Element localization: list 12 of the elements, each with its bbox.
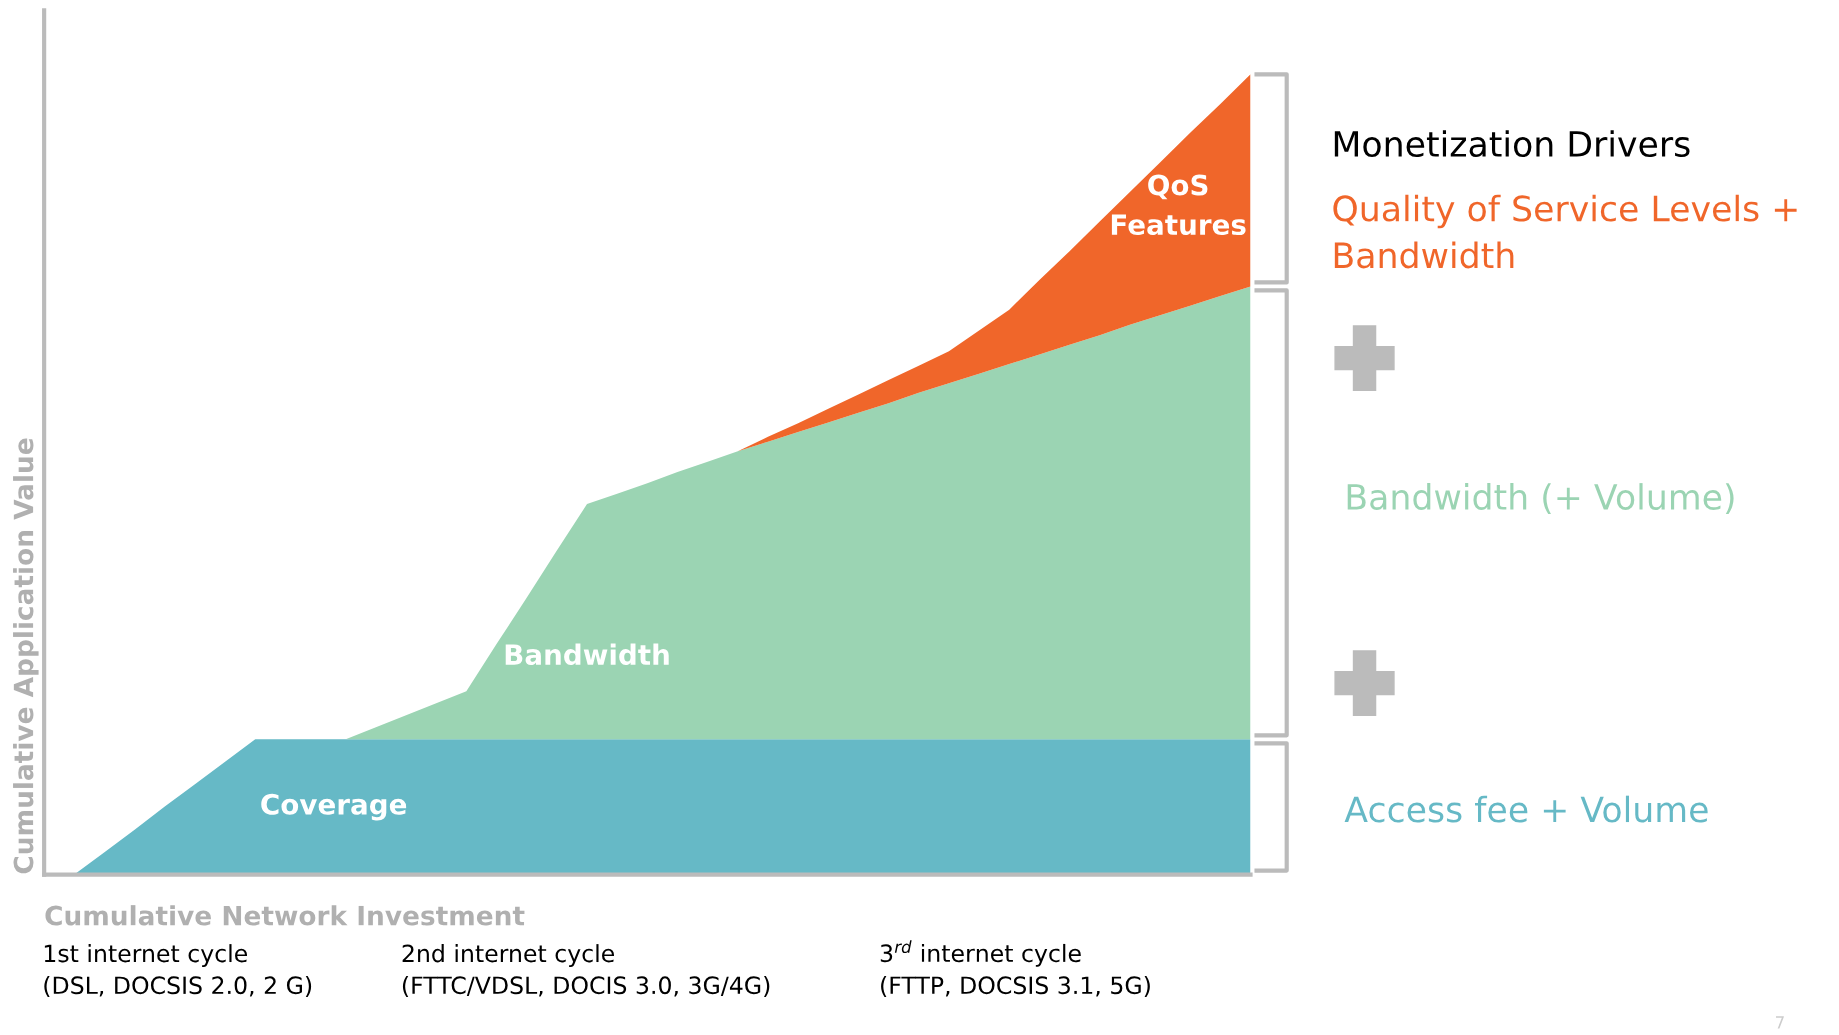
- text: Monetization Drivers: [1334, 130, 1690, 158]
- text: Bandwidth (+ Volume): [1347, 483, 1734, 515]
- series-label: QoS Features: [1111, 174, 1246, 236]
- text: 3$^{rd}$ internet cycle (FTTP, DOCSIS 3.1, 5G): [880, 940, 1150, 997]
- series-label: Bandwidth: [505, 643, 669, 666]
- text: Access fee + Volume: [1344, 795, 1708, 823]
- series-label: Coverage: [261, 793, 407, 821]
- text: 1st internet cycle (DSL, DOCSIS 2.0, 2 G): [44, 944, 312, 997]
- x-axis-title: Cumulative Network Investment: [45, 905, 525, 926]
- y-axis-title: Cumulative Application Value: [13, 438, 39, 874]
- text: Quality of Service Levels + Bandwidth: [1333, 194, 1797, 269]
- text: 2nd internet cycle (FTTC/VDSL, DOCIS 3.0, 3G/4G): [402, 944, 770, 997]
